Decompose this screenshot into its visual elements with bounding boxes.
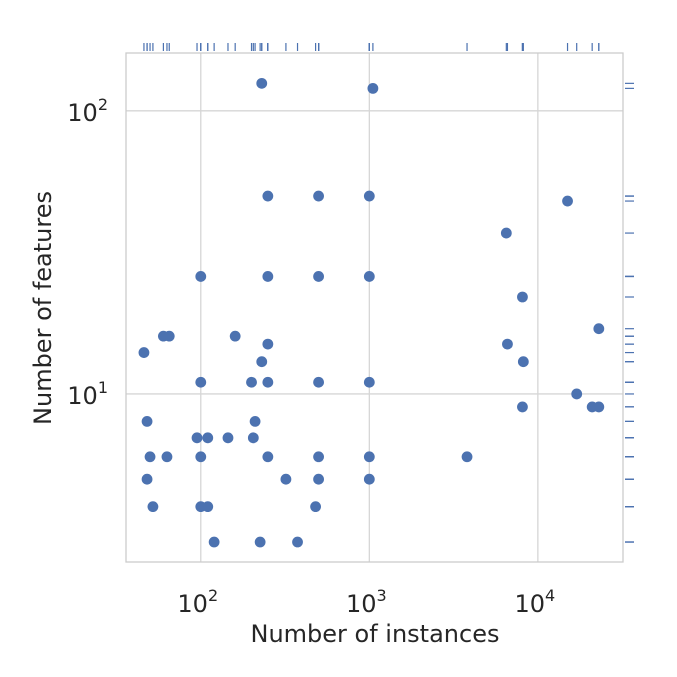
- data-points: [138, 77, 605, 548]
- data-point: [262, 190, 274, 202]
- data-point: [367, 82, 379, 94]
- data-point: [202, 432, 214, 444]
- data-point: [161, 451, 173, 463]
- data-point: [363, 473, 375, 485]
- data-point: [363, 271, 375, 282]
- data-point: [562, 195, 573, 207]
- data-point: [141, 415, 153, 427]
- plot-frame: [125, 52, 624, 563]
- data-point: [363, 190, 375, 202]
- x-tick-label-2: 104: [514, 586, 555, 618]
- data-point: [229, 330, 241, 342]
- x-axis-label: Number of instances: [251, 620, 500, 648]
- data-point: [195, 376, 207, 388]
- x-tick-label-1: 103: [346, 586, 387, 618]
- data-point: [313, 190, 324, 202]
- data-point: [147, 501, 159, 513]
- data-point: [310, 501, 321, 513]
- data-point: [141, 473, 153, 485]
- grid-lines: [126, 53, 623, 562]
- data-point: [500, 227, 512, 239]
- data-point: [202, 501, 214, 513]
- marginal-rugs: [143, 43, 634, 543]
- data-point: [246, 376, 257, 388]
- data-point: [313, 451, 324, 463]
- data-point: [262, 271, 274, 282]
- data-point: [191, 432, 203, 444]
- data-point: [138, 347, 150, 358]
- data-point: [313, 271, 324, 282]
- data-point: [249, 415, 261, 427]
- data-point: [256, 77, 268, 89]
- y-tick-label-1: 102: [67, 95, 108, 127]
- data-point: [593, 401, 605, 413]
- data-point: [502, 338, 513, 350]
- y-tick-labels: 101 102: [67, 95, 108, 410]
- x-tick-labels: 102 103 104: [177, 586, 555, 618]
- data-point: [517, 401, 528, 413]
- data-point: [195, 271, 207, 282]
- x-tick-label-0: 102: [177, 586, 218, 618]
- data-point: [571, 388, 583, 400]
- y-tick-label-0: 101: [67, 378, 108, 410]
- data-point: [292, 536, 303, 548]
- data-point: [208, 536, 220, 548]
- data-point: [262, 338, 274, 350]
- data-point: [262, 376, 274, 388]
- data-point: [144, 451, 156, 463]
- data-point: [195, 451, 207, 463]
- data-point: [222, 432, 234, 444]
- data-point: [280, 473, 292, 485]
- data-point: [363, 451, 375, 463]
- data-point: [593, 323, 605, 335]
- data-point: [461, 451, 473, 463]
- data-point: [247, 432, 259, 444]
- y-axis-label: Number of features: [29, 191, 57, 425]
- data-point: [517, 356, 529, 368]
- data-point: [517, 291, 528, 303]
- data-point: [262, 451, 274, 463]
- data-point: [363, 376, 375, 388]
- data-point: [256, 356, 268, 368]
- data-point: [163, 330, 175, 342]
- data-point: [313, 473, 324, 485]
- data-point: [313, 376, 324, 388]
- data-point: [254, 536, 266, 548]
